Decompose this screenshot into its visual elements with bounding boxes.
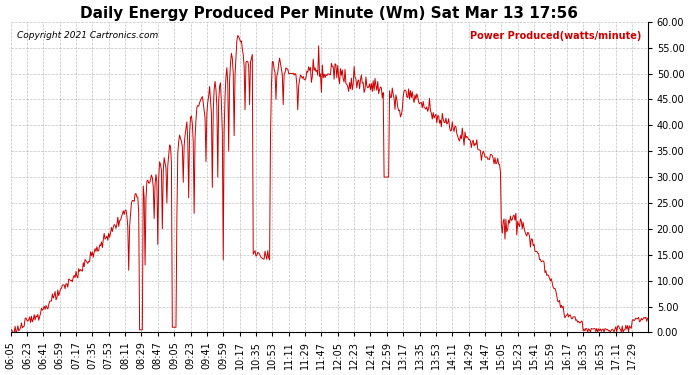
Title: Daily Energy Produced Per Minute (Wm) Sat Mar 13 17:56: Daily Energy Produced Per Minute (Wm) Sa… — [80, 6, 578, 21]
Text: Power Produced(watts/minute): Power Produced(watts/minute) — [470, 31, 641, 41]
Text: Copyright 2021 Cartronics.com: Copyright 2021 Cartronics.com — [17, 31, 158, 40]
